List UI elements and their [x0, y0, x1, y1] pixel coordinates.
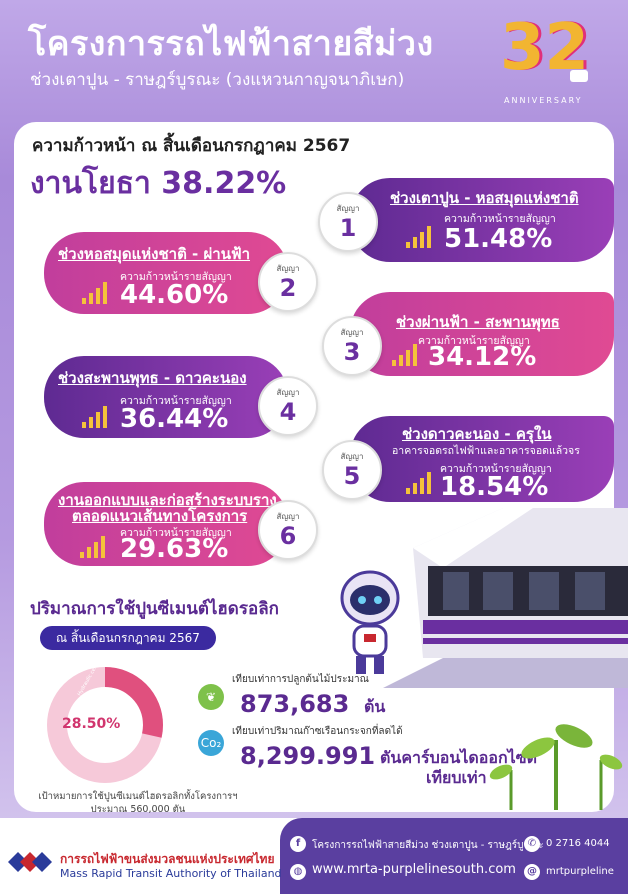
contract-caption: ความก้าวหน้ารายสัญญา	[440, 463, 552, 475]
contract-percent: 34.12%	[428, 342, 537, 372]
contract-badge-3: สัญญา 3	[322, 316, 382, 376]
contract-card-3: ช่วงผ่านฟ้า - สะพานพุทธ ความก้าวหน้ารายส…	[350, 292, 614, 376]
contract-badge-2: สัญญา 2	[258, 252, 318, 312]
mrta-mini-logo-icon	[570, 70, 588, 82]
phone-number[interactable]: 0 2716 4044	[546, 838, 610, 849]
contract-route-detail: ตลอดแนวเส้นทางโครงการ	[72, 507, 248, 525]
anniversary-logo: 32 ANNIVERSARY	[500, 16, 600, 108]
contract-label: สัญญา	[340, 452, 364, 461]
trees-value: 873,683	[240, 690, 350, 718]
contract-number: 2	[279, 274, 297, 302]
co2-caption: เทียบเท่าปริมาณก๊าซเรือนกระจกที่ลดได้	[232, 726, 403, 737]
contract-caption: ความก้าวหน้ารายสัญญา	[120, 527, 232, 539]
contract-badge-6: สัญญา 6	[258, 500, 318, 560]
trees-unit: ต้น	[364, 697, 386, 716]
plants-illustration	[489, 724, 623, 810]
contract-caption: ความก้าวหน้ารายสัญญา	[120, 395, 232, 407]
contract-badge-1: สัญญา 1	[318, 192, 378, 252]
co2-value: 8,299.991	[240, 742, 376, 770]
footer-contact-panel	[280, 818, 628, 894]
globe-icon: ◍	[290, 864, 306, 880]
contract-label: สัญญา	[276, 264, 300, 273]
mrta-logo-icon	[8, 852, 52, 872]
contract-number: 5	[343, 462, 361, 490]
contract-route: ช่วงหอสมุดแห่งชาติ - ผ่านฟ้า	[58, 245, 251, 263]
line-id[interactable]: mrtpurpleline	[546, 866, 614, 877]
facebook-link[interactable]: โครงการรถไฟฟ้าสายสีม่วง ช่วงเตาปูน - ราษ…	[312, 840, 544, 851]
contract-card-6: งานออกแบบและก่อสร้างระบบราง ตลอดแนวเส้นท…	[44, 482, 288, 566]
contract-route: ช่วงเตาปูน - หอสมุดแห่งชาติ	[390, 189, 579, 207]
contract-card-4: ช่วงสะพานพุทธ - ดาวคะนอง ความก้าวหน้าราย…	[44, 356, 288, 438]
facebook-icon[interactable]: f	[290, 836, 306, 852]
co2-icon: Co₂	[198, 730, 224, 756]
contract-caption: ความก้าวหน้ารายสัญญา	[120, 271, 232, 283]
progress-bars-icon	[392, 344, 422, 366]
contract-percent: 44.60%	[120, 280, 229, 310]
website-link[interactable]: www.mrta-purplelinesouth.com	[312, 862, 516, 877]
progress-bars-icon	[406, 226, 436, 248]
contract-badge-4: สัญญา 4	[258, 376, 318, 436]
contract-route: งานออกแบบและก่อสร้างระบบราง	[58, 491, 277, 509]
page-title: โครงการรถไฟฟ้าสายสีม่วง	[28, 24, 434, 64]
contract-caption: ความก้าวหน้ารายสัญญา	[444, 213, 556, 225]
contract-percent: 29.63%	[120, 534, 229, 564]
org-name-english: Mass Rapid Transit Authority of Thailand	[60, 867, 282, 880]
page-subtitle: ช่วงเตาปูน - ราษฎร์บูรณะ (วงแหวนกาญจนาภิ…	[30, 70, 405, 90]
contract-number: 1	[339, 214, 357, 242]
contract-badge-5: สัญญา 5	[322, 440, 382, 500]
contract-route: ช่วงสะพานพุทธ - ดาวคะนอง	[58, 369, 247, 387]
mascot-robot-illustration	[340, 570, 400, 674]
cement-target-caption: เป้าหมายการใช้ปูนซีเมนต์ไฮดรอลิกทั้งโครง…	[38, 791, 238, 815]
contract-route: ช่วงผ่านฟ้า - สะพานพุทธ	[396, 313, 560, 331]
anniversary-text: ANNIVERSARY	[504, 96, 583, 105]
contract-card-2: ช่วงหอสมุดแห่งชาติ - ผ่านฟ้า ความก้าวหน้…	[44, 232, 288, 314]
phone-icon: ✆	[524, 836, 540, 852]
contract-percent: 18.54%	[440, 472, 549, 502]
contract-number: 3	[343, 338, 361, 366]
contract-number: 4	[279, 398, 297, 426]
anniversary-number: 32	[500, 11, 590, 85]
contract-percent: 51.48%	[444, 224, 553, 254]
contract-card-5: ช่วงดาวคะนอง - ครุใน อาคารจอดรถไฟฟ้าและอ…	[350, 416, 614, 502]
contract-label: สัญญา	[336, 204, 360, 213]
co2-unit: ตันคาร์บอนไดออกไซด์	[380, 748, 537, 767]
org-name-thai: การรถไฟฟ้าขนส่งมวลชนแห่งประเทศไทย	[60, 852, 275, 866]
donut-center	[69, 689, 141, 761]
contract-caption: ความก้าวหน้ารายสัญญา	[418, 335, 530, 347]
tree-sprout-icon: ❦	[198, 684, 224, 710]
cement-donut-chart: Hydraulic cement 159,612.66 ตัน	[47, 660, 163, 783]
contract-label: สัญญา	[276, 388, 300, 397]
line-app-icon: @	[524, 864, 540, 880]
cement-as-of-badge: ณ สิ้นเดือนกรกฎาคม 2567	[40, 626, 216, 650]
contract-label: สัญญา	[340, 328, 364, 337]
progress-heading: ความก้าวหน้า ณ สิ้นเดือนกรกฎาคม 2567	[32, 136, 351, 156]
progress-bars-icon	[80, 536, 110, 558]
civil-works-progress: งานโยธา 38.22%	[30, 166, 287, 201]
progress-bars-icon	[82, 282, 112, 304]
progress-bars-icon	[406, 472, 436, 494]
cement-percent: 28.50%	[62, 716, 121, 732]
contract-card-1: ช่วงเตาปูน - หอสมุดแห่งชาติ ความก้าวหน้า…	[350, 178, 614, 262]
progress-bars-icon	[82, 406, 112, 428]
contract-route-detail: อาคารจอดรถไฟฟ้าและอาคารจอดแล้วจร	[392, 445, 580, 457]
contract-number: 6	[279, 522, 297, 550]
co2-unit-equivalent: เทียบเท่า	[426, 768, 487, 787]
cement-heading: ปริมาณการใช้ปูนซีเมนต์ไฮดรอลิก	[30, 599, 279, 619]
contract-label: สัญญา	[276, 512, 300, 521]
donut-progress-arc	[47, 667, 163, 783]
trees-caption: เทียบเท่าการปลูกต้นไม้ประมาณ	[232, 674, 369, 685]
contract-percent: 36.44%	[120, 404, 229, 434]
train-illustration	[383, 508, 628, 688]
contract-route: ช่วงดาวคะนอง - ครุใน	[402, 425, 552, 443]
